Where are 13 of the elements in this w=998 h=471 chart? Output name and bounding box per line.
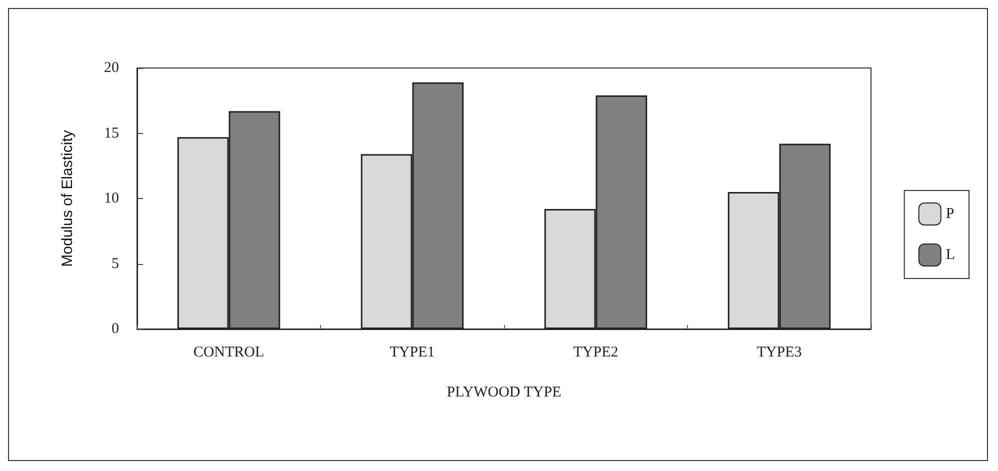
y-tick-label: 0: [112, 321, 119, 337]
x-tick-label: CONTROL: [193, 344, 264, 360]
y-tick-label: 20: [104, 60, 119, 76]
y-tick-label: 15: [104, 125, 119, 142]
x-tick-label: TYPE1: [390, 344, 435, 360]
y-tick-label: 5: [112, 256, 119, 272]
x-tick-label: TYPE3: [756, 344, 802, 360]
legend-label: P: [946, 206, 954, 222]
x-axis-title: PLYWOOD TYPE: [446, 384, 562, 400]
x-tick-label: TYPE2: [573, 344, 618, 360]
y-axis-title: Modulus of Elasticity: [59, 130, 76, 267]
legend-label: L: [946, 247, 956, 263]
y-tick-label: 10: [104, 190, 119, 206]
